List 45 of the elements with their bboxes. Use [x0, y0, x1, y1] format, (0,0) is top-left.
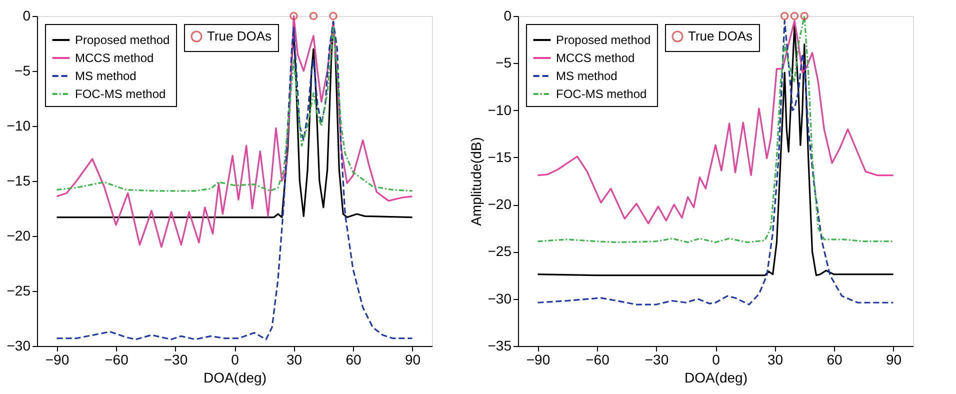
legend-label: Proposed method	[75, 33, 170, 47]
y-tick-label: −20	[6, 228, 31, 244]
legend-label: MS method	[75, 69, 136, 83]
x-tick-label: 90	[886, 352, 902, 368]
x-axis-title: DOA(deg)	[203, 370, 267, 386]
x-tick-label: 90	[404, 352, 421, 368]
y-tick-label: −25	[488, 243, 512, 260]
y-tick-label: −15	[6, 172, 31, 188]
legend-label: True DOAs	[688, 28, 754, 44]
y-tick-label: −10	[488, 102, 512, 118]
x-tick-label: 0	[712, 352, 720, 368]
y-tick-label: −15	[488, 148, 512, 165]
y-tick-label: −35	[488, 338, 512, 354]
line-series	[56, 15, 414, 248]
line-series	[56, 26, 414, 192]
y-tick-label: 0	[504, 8, 512, 24]
legend-label: Proposed method	[556, 33, 651, 47]
x-tick-label: 60	[826, 352, 842, 368]
x-tick-label: −60	[586, 352, 610, 368]
x-tick-label: 30	[767, 352, 784, 368]
y-tick-label: −5	[14, 62, 31, 78]
y-tick-label: −25	[6, 282, 31, 298]
y-tick-label: −30	[488, 290, 512, 306]
legend-label: True DOAs	[207, 28, 272, 44]
x-tick-label: −30	[164, 352, 188, 368]
legend-label: FOC-MS method	[556, 87, 647, 101]
legend-label: MCCS method	[75, 51, 154, 65]
y-tick-label: −30	[6, 338, 31, 354]
y-tick-label: −10	[6, 118, 31, 134]
legend-label: FOC-MS method	[75, 87, 166, 101]
line-series	[56, 20, 414, 340]
x-tick-label: 30	[286, 352, 302, 368]
x-tick-label: −90	[45, 352, 70, 368]
x-tick-label: 0	[231, 352, 240, 368]
x-tick-label: −30	[644, 352, 669, 368]
y-axis-title: Amplitude(dB)	[468, 137, 484, 226]
y-tick-label: 0	[22, 8, 31, 24]
legend-label: MCCS method	[556, 51, 635, 65]
x-tick-label: −60	[104, 352, 129, 368]
x-axis-title: DOA(deg)	[684, 370, 748, 386]
legend-label: MS method	[556, 69, 618, 83]
y-tick-label: −20	[488, 196, 512, 212]
y-tick-label: −5	[496, 54, 512, 71]
x-tick-label: −90	[526, 352, 550, 368]
x-tick-label: 60	[346, 352, 362, 368]
